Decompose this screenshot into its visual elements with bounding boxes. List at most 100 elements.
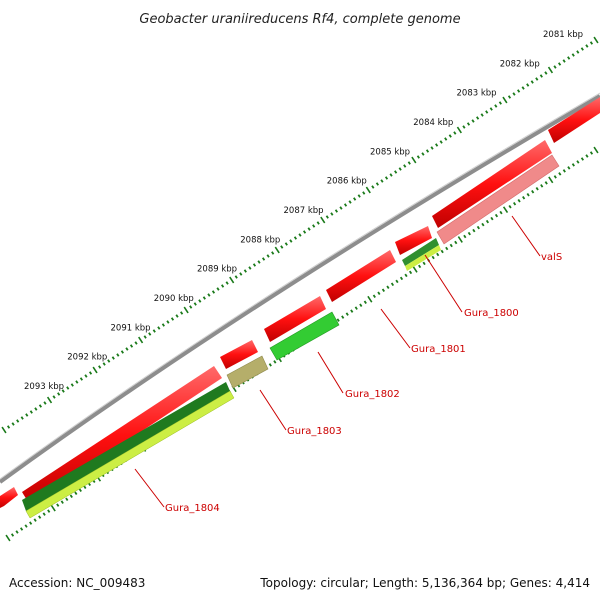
scale-tick	[216, 287, 220, 291]
cds-feature[interactable]	[548, 97, 600, 143]
scale-tick	[274, 246, 280, 254]
cds-feature[interactable]	[326, 250, 396, 302]
scale-tick	[293, 236, 298, 240]
scale-tick	[148, 332, 152, 336]
scale-tick	[593, 36, 599, 44]
scale-tick	[42, 512, 46, 516]
scale-tick	[116, 353, 120, 357]
scale-tick	[502, 96, 508, 104]
gene-label-valS[interactable]: valS	[541, 252, 562, 263]
scale-tick	[102, 362, 106, 366]
scale-tick	[517, 89, 521, 93]
scale-tick	[576, 160, 580, 164]
tick-label: 2091 kbp	[111, 323, 151, 333]
scale-tick	[571, 53, 575, 57]
scale-tick	[547, 66, 554, 74]
scale-tick	[330, 212, 334, 216]
scale-tick	[526, 193, 530, 197]
genome-backbone-highlight	[0, 92, 600, 480]
scale-tick	[111, 356, 115, 360]
scale-tick	[476, 116, 480, 120]
scale-tick	[257, 260, 261, 264]
scale-tick	[526, 83, 530, 87]
scale-tick	[88, 371, 93, 375]
gene-Gura_1804[interactable]	[22, 382, 230, 511]
scale-tick	[448, 134, 452, 138]
scale-tick	[580, 157, 585, 161]
scale-tick	[202, 296, 206, 300]
scale-tick	[540, 184, 544, 188]
scale-tick	[462, 125, 466, 129]
cds-feature[interactable]	[395, 226, 432, 255]
scale-tick	[234, 275, 238, 279]
gene-label-gura-1800[interactable]: Gura_1800	[464, 308, 519, 319]
cds-feature[interactable]	[432, 140, 552, 228]
tick-label: 2090 kbp	[154, 294, 194, 304]
scale-tick	[453, 131, 457, 135]
gene-Gura_1802[interactable]	[269, 311, 340, 361]
scale-tick	[384, 176, 389, 180]
scale-tick	[589, 41, 594, 45]
gene-label-gura-1804[interactable]: Gura_1804	[165, 503, 220, 514]
scale-tick	[421, 152, 425, 156]
scale-tick	[125, 347, 129, 351]
scale-tick	[508, 204, 512, 209]
cds-feature[interactable]	[0, 487, 18, 508]
scale-tick	[261, 257, 266, 261]
scale-tick	[6, 425, 11, 429]
gene-Gura_1800[interactable]	[402, 238, 439, 266]
scale-tick	[38, 515, 42, 519]
scale-tick	[180, 311, 184, 315]
scale-tick	[152, 329, 156, 333]
gene-valS[interactable]	[436, 154, 560, 245]
scale-tick	[418, 264, 422, 269]
scale-tick	[83, 485, 87, 490]
scale-tick	[334, 209, 339, 213]
gene-label-gura-1802[interactable]: Gura_1802	[345, 389, 400, 400]
scale-tick	[52, 395, 56, 399]
scale-tick	[580, 47, 584, 51]
scale-tick	[439, 140, 443, 144]
scale-tick	[19, 527, 24, 531]
gene-track	[22, 154, 560, 519]
cds-feature[interactable]	[220, 340, 258, 369]
scale-tick	[198, 299, 202, 303]
scale-tick	[454, 240, 458, 245]
scale-tick	[466, 122, 471, 126]
scale-tick	[467, 231, 471, 236]
scale-tick	[33, 518, 37, 522]
gene-Gura_1803[interactable]	[226, 355, 269, 389]
scale-tick	[445, 246, 449, 251]
cds-track	[0, 97, 600, 508]
tick-label: 2081 kbp	[543, 30, 583, 40]
scale-tick	[239, 272, 243, 276]
scale-tick	[248, 266, 252, 270]
scale-tick	[307, 227, 311, 231]
scale-tick	[138, 336, 144, 344]
scale-tick	[84, 374, 88, 378]
cds-feature[interactable]	[264, 296, 326, 342]
scale-tick	[589, 151, 594, 155]
gene-label-gura-1801[interactable]: Gura_1801	[411, 344, 466, 355]
scale-tick	[66, 386, 70, 390]
gene-Gura_1800-sub[interactable]	[405, 245, 441, 271]
scale-tick	[273, 360, 277, 364]
scale-tick	[367, 295, 373, 303]
gene-label-gura-1803[interactable]: Gura_1803	[287, 426, 342, 437]
gene-Gura_1804-sub[interactable]	[25, 390, 235, 519]
scale-tick	[456, 126, 462, 134]
scale-tick	[567, 166, 571, 170]
scale-tick	[92, 366, 98, 374]
scale-tick	[348, 200, 352, 204]
scale-tick	[389, 173, 393, 177]
scale-tick	[463, 234, 467, 239]
scale-tick	[34, 407, 38, 411]
scale-tick	[320, 216, 326, 224]
scale-tick	[531, 190, 535, 194]
scale-tick	[50, 504, 56, 512]
cds-feature[interactable]	[22, 366, 222, 505]
scale-tick	[339, 206, 343, 210]
scale-tick	[189, 305, 193, 309]
scale-tick	[535, 77, 539, 81]
scale-tick	[386, 285, 390, 290]
